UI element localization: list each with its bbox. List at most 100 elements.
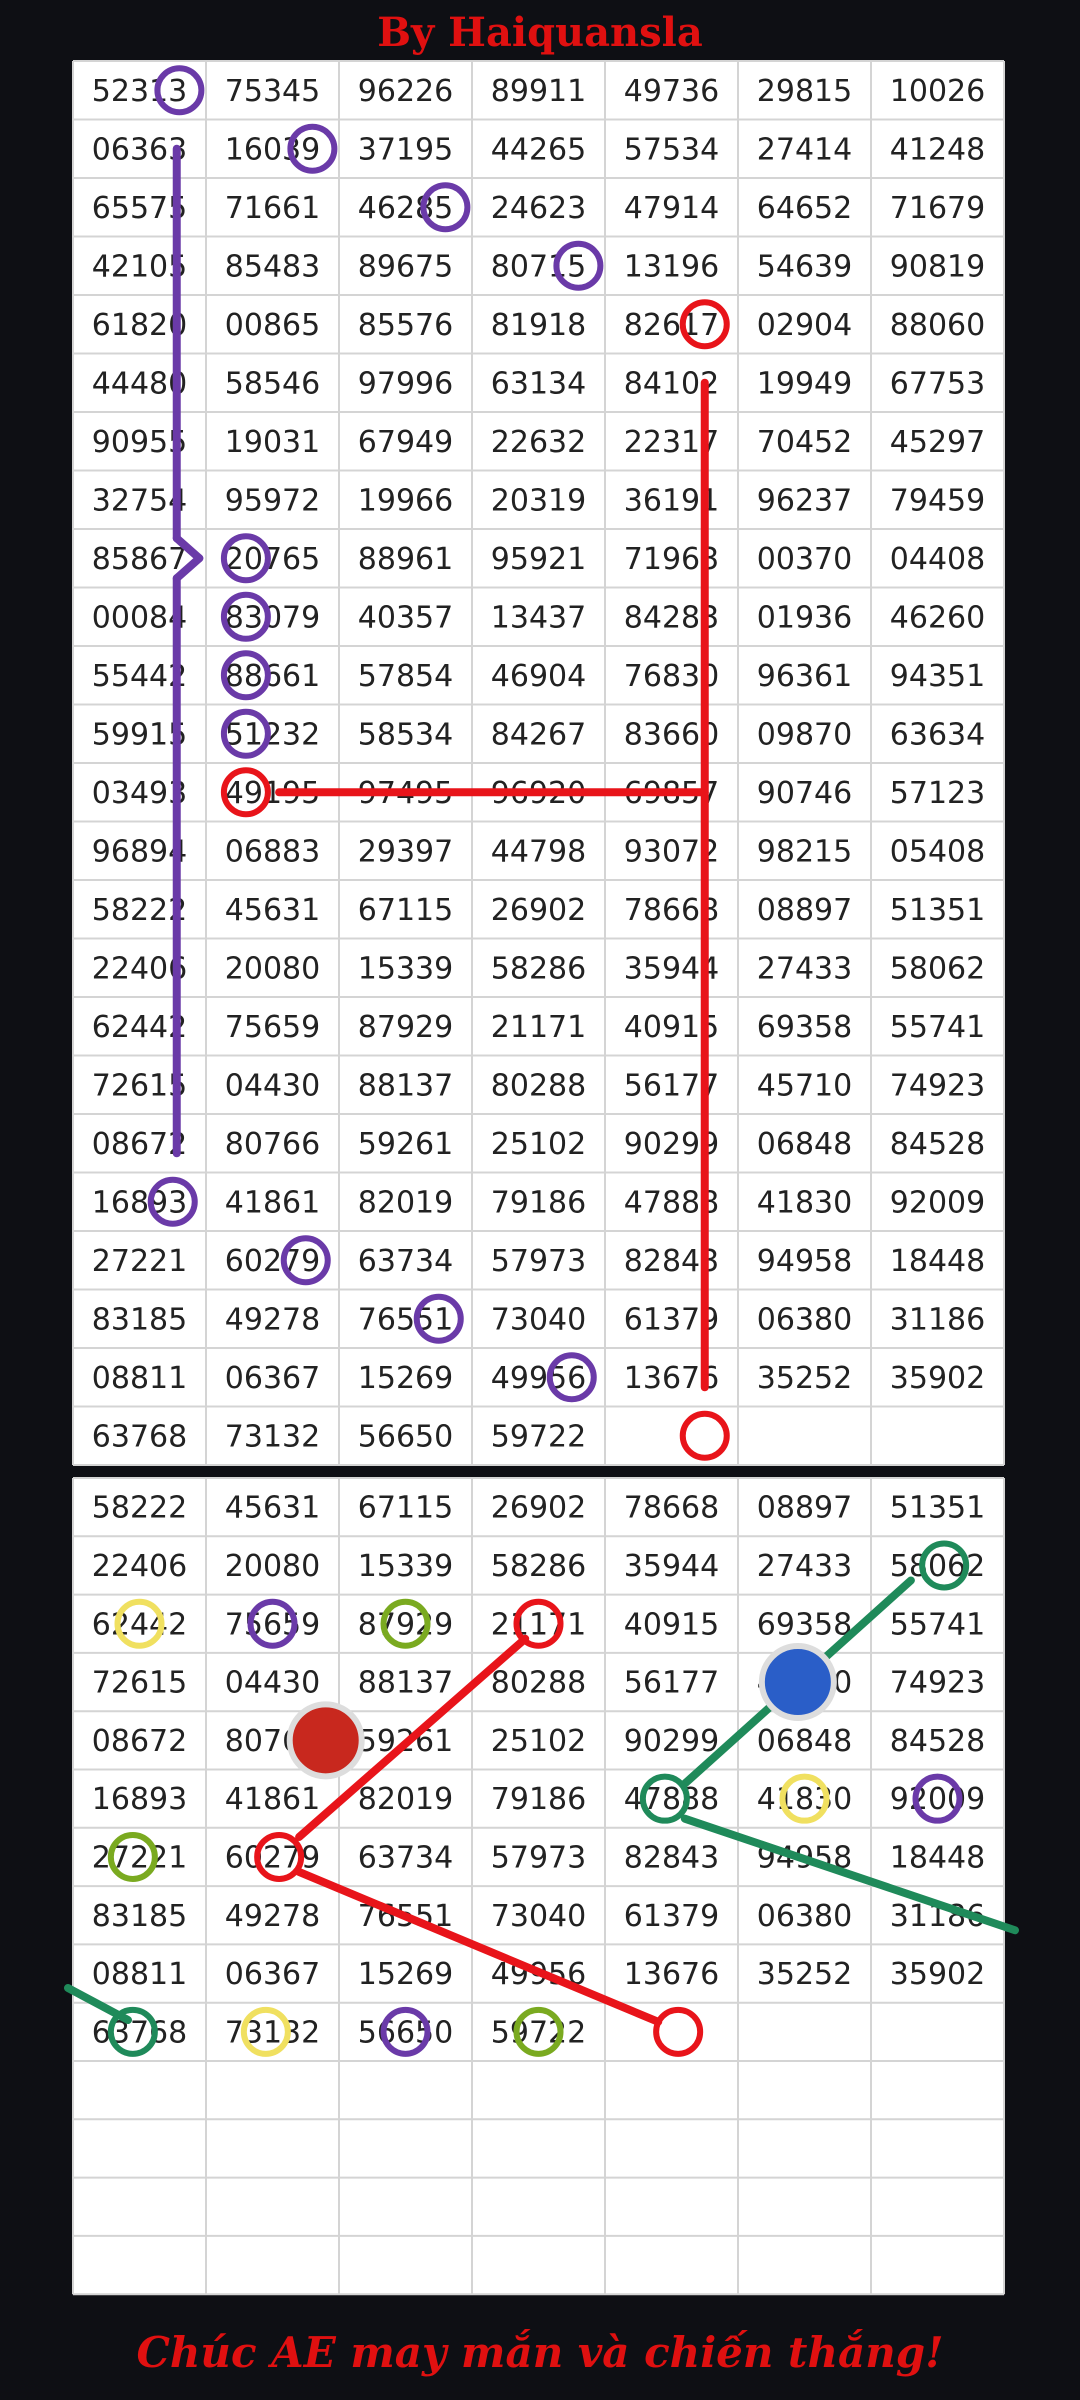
cell: 15269 xyxy=(358,1361,453,1396)
marker-circle xyxy=(639,1773,690,1824)
marker-circle xyxy=(107,2006,158,2057)
cell: 95972 xyxy=(225,483,320,518)
cell: 88961 xyxy=(358,542,453,577)
cell: 18448 xyxy=(890,1840,985,1875)
cell: 55442 xyxy=(92,659,187,694)
cell: 58062 xyxy=(890,951,985,986)
cell: 40357 xyxy=(358,600,453,635)
cell: 74923 xyxy=(890,1666,985,1701)
cell: 72615 xyxy=(92,1068,187,1103)
cell: 63734 xyxy=(358,1840,453,1875)
marker-circle xyxy=(114,1598,165,1649)
cell: 00370 xyxy=(757,542,852,577)
cell: 44798 xyxy=(491,834,586,869)
cell: 67115 xyxy=(358,1491,453,1526)
cell: 96226 xyxy=(358,74,453,109)
cell: 75345 xyxy=(225,74,320,109)
cell: 57973 xyxy=(491,1840,586,1875)
cell: 57123 xyxy=(890,776,985,811)
cell: 24623 xyxy=(491,191,586,226)
cell: 41830 xyxy=(757,1782,852,1817)
cell: 16893 xyxy=(92,1782,187,1817)
cell: 44265 xyxy=(491,132,586,167)
ball-icon xyxy=(758,1643,837,1722)
cell: 82019 xyxy=(358,1185,453,1220)
cell: 06367 xyxy=(225,1361,320,1396)
annotation-line xyxy=(172,554,204,583)
cell: 41861 xyxy=(225,1185,320,1220)
cell: 85576 xyxy=(358,308,453,343)
cell: 63768 xyxy=(92,1419,187,1454)
cell: 73040 xyxy=(491,1302,586,1337)
marker-circle xyxy=(240,2006,291,2057)
cell: 42105 xyxy=(92,249,187,284)
cell: 63634 xyxy=(890,717,985,752)
cell: 63134 xyxy=(491,366,586,401)
cell: 79186 xyxy=(491,1782,586,1817)
cell: 35252 xyxy=(757,1957,852,1992)
cell: 46904 xyxy=(491,659,586,694)
cell: 90819 xyxy=(890,249,985,284)
cell: 73132 xyxy=(225,1419,320,1454)
cell: 05408 xyxy=(890,834,985,869)
cell: 74923 xyxy=(890,1068,985,1103)
cell: 03493 xyxy=(92,776,187,811)
cell: 08811 xyxy=(92,1361,187,1396)
cell: 61820 xyxy=(92,308,187,343)
marker-circle xyxy=(220,708,271,759)
marker-circle xyxy=(420,182,471,233)
cell: 56650 xyxy=(358,2015,453,2050)
marker-circle xyxy=(679,299,730,350)
cell: 26902 xyxy=(491,1491,586,1526)
cell: 58534 xyxy=(358,717,453,752)
cell: 41830 xyxy=(757,1185,852,1220)
cell: 49278 xyxy=(225,1899,320,1934)
marker-circle xyxy=(220,767,271,818)
cell: 00865 xyxy=(225,308,320,343)
cell: 46260 xyxy=(890,600,985,635)
annotation-line xyxy=(295,1867,663,2026)
cell: 35902 xyxy=(890,1957,985,1992)
cell: 80288 xyxy=(491,1666,586,1701)
marker-circle xyxy=(220,533,271,584)
marker-circle xyxy=(653,2006,704,2057)
cell: 25102 xyxy=(491,1127,586,1162)
cell: 15339 xyxy=(358,951,453,986)
cell: 46285 xyxy=(358,191,453,226)
cell: 85483 xyxy=(225,249,320,284)
cell: 75659 xyxy=(225,1010,320,1045)
cell: 16039 xyxy=(225,132,320,167)
marker-circle xyxy=(912,1773,963,1824)
cell: 63734 xyxy=(358,1244,453,1279)
cell: 58222 xyxy=(92,1491,187,1526)
cell: 82019 xyxy=(358,1782,453,1817)
cell: 13196 xyxy=(624,249,719,284)
cell: 27433 xyxy=(757,1549,852,1584)
cell: 84528 xyxy=(890,1127,985,1162)
cell: 83185 xyxy=(92,1302,187,1337)
marker-circle xyxy=(254,1831,305,1882)
cell: 67949 xyxy=(358,425,453,460)
cell: 92009 xyxy=(890,1782,985,1817)
title: By Haiquansla xyxy=(377,9,703,56)
cell: 19966 xyxy=(358,483,453,518)
cell: 06380 xyxy=(757,1302,852,1337)
cell: 84267 xyxy=(491,717,586,752)
cell: 58546 xyxy=(225,366,320,401)
cell: 56177 xyxy=(624,1666,719,1701)
cell: 20080 xyxy=(225,951,320,986)
cell: 20080 xyxy=(225,1549,320,1584)
annotation-line xyxy=(64,1984,132,2024)
cell: 59915 xyxy=(92,717,187,752)
cell: 94351 xyxy=(890,659,985,694)
cell: 96894 xyxy=(92,834,187,869)
cell: 13437 xyxy=(491,600,586,635)
cell: 47888 xyxy=(624,1782,719,1817)
cell: 16893 xyxy=(92,1185,187,1220)
cell: 41248 xyxy=(890,132,985,167)
cell: 96237 xyxy=(757,483,852,518)
cell: 58222 xyxy=(92,893,187,928)
cell: 44480 xyxy=(92,366,187,401)
cell: 57973 xyxy=(491,1244,586,1279)
cell: 58286 xyxy=(491,1549,586,1584)
